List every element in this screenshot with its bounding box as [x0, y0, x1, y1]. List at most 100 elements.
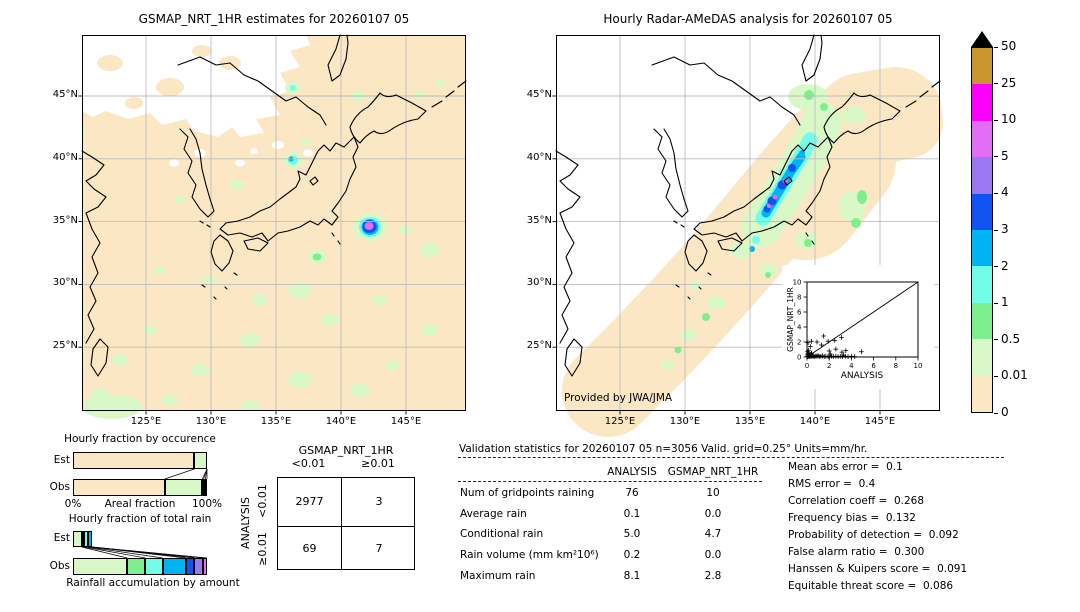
occurrence-est-label: Est — [53, 454, 70, 466]
total-rain-connectors — [81, 546, 208, 559]
colorbar-tick — [994, 375, 998, 377]
inset-ylabel: GSMAP_NRT_1HR — [786, 287, 795, 352]
occurrence-axis-min: 0% — [64, 498, 82, 510]
colorbar-segment-cyan — [972, 266, 992, 303]
gsmap-frame — [82, 35, 466, 411]
inset-scatter-points — [805, 333, 864, 360]
contingency-row-label-lt: <0.01 — [256, 484, 269, 518]
colorbar-tick — [994, 119, 998, 121]
gsmap-x-tick-label: 145°E — [390, 416, 422, 427]
gsmap-precip-map — [78, 34, 467, 419]
radar-y-tick-label: 40°N — [526, 151, 552, 163]
validation-row-label: Rain volume (mm km²10⁶) — [460, 549, 599, 562]
validation-row-label: Maximum rain — [460, 569, 536, 582]
scatter-point — [815, 353, 821, 358]
gsmap-light-rain-patches — [82, 79, 446, 419]
svg-text:4: 4 — [797, 324, 802, 332]
total-rain-axis-label: Rainfall accumulation by amount — [66, 577, 240, 589]
colorbar-tick-label: 50 — [1001, 39, 1017, 53]
validation-row: Conditional rain 5.0 4.7 — [458, 528, 788, 543]
bar-segment-skyblue — [87, 531, 92, 547]
bar-segment-peach — [73, 452, 195, 469]
contingency-row-group: ANALYSIS — [239, 497, 252, 549]
svg-text:2: 2 — [827, 362, 831, 370]
colorbar-segment-purple — [972, 157, 992, 194]
occurrence-connectors — [164, 468, 208, 480]
radar-frame — [556, 35, 940, 411]
total-rain-est-label: Est — [53, 532, 70, 544]
total-rain-est-bar — [73, 531, 207, 547]
svg-text:2: 2 — [797, 339, 801, 347]
colorbar-tick — [994, 192, 998, 194]
score-rms-error: RMS error = 0.4 — [788, 478, 876, 490]
validation-analysis-value: 76 — [625, 487, 639, 499]
bar-segment-palegreen — [164, 479, 203, 496]
colorbar-tick-label: 10 — [1001, 112, 1017, 127]
validation-analysis-value: 8.1 — [623, 569, 641, 582]
bar-segment-green — [127, 558, 146, 575]
svg-text:6: 6 — [797, 309, 802, 317]
contingency-cell-00: 2977 — [295, 495, 324, 508]
occurrence-obs-bar — [73, 479, 208, 496]
occurrence-chart-title: Hourly fraction by occurence — [64, 433, 216, 445]
gsmap-y-tick-label: 35°N — [52, 214, 78, 226]
bar-segment-palegreen — [194, 452, 207, 469]
contingency-col-label-ge: ≥0.01 — [361, 457, 395, 470]
scatter-point — [814, 339, 820, 345]
bar-segment-purple — [194, 558, 203, 575]
gsmap-y-tick-label: 30°N — [52, 277, 78, 289]
inset-tick-labels: 0 2 4 6 8 10 0 2 4 6 8 10 — [793, 279, 923, 371]
contingency-col-group: GSMAP_NRT_1HR — [298, 444, 394, 457]
inset-diagonal-line — [806, 281, 919, 358]
colorbar — [971, 47, 993, 413]
bar-segment-palegreen — [73, 558, 128, 575]
bar-segment-cyan — [203, 479, 206, 496]
svg-text:4: 4 — [849, 362, 854, 370]
colorbar-tick-label: 0 — [1001, 405, 1009, 419]
occurrence-axis-max: 100% — [192, 498, 223, 510]
score-correlation-coeff: Correlation coeff = 0.268 — [788, 495, 924, 507]
colorbar-segment-orchid — [972, 120, 992, 158]
bar-segment-skyblue — [162, 558, 186, 575]
contingency-cell-01: 3 — [375, 495, 383, 508]
svg-text:8: 8 — [797, 294, 801, 302]
scatter-point — [839, 349, 845, 355]
radar-x-tick-label: 140°E — [799, 416, 831, 427]
colorbar-segment-peach — [972, 375, 992, 413]
colorbar-segment-magenta — [972, 84, 992, 121]
validation-gsmap-value: 0.0 — [704, 507, 722, 520]
colorbar-segment-blue — [972, 193, 992, 231]
bar-segment-skyblue — [205, 479, 208, 496]
validation-col-analysis: ANALYSIS — [607, 466, 657, 478]
colorbar-tick — [994, 46, 998, 48]
contingency-table: 2977 3 69 7 — [277, 477, 415, 570]
validation-analysis-value: 0.2 — [623, 549, 641, 562]
divider-header — [458, 481, 762, 482]
gsmap-y-tick-label: 25°N — [52, 340, 78, 352]
scatter-point — [807, 344, 813, 349]
divider-top — [458, 457, 1004, 458]
colorbar-tick — [994, 412, 998, 414]
inset-scatter-plot: 0 2 4 6 8 10 0 2 4 6 8 10 ANALYSIS GSMAP_NRT_1HR — [782, 265, 934, 389]
validation-analysis-value: 0.1 — [623, 507, 641, 520]
contingency-cell-11: 7 — [375, 542, 383, 555]
validation-gsmap-value: 4.7 — [704, 528, 722, 541]
colorbar-tick-label: 2 — [1001, 258, 1009, 273]
validation-header: ANALYSIS GSMAP_NRT_1HR — [458, 466, 778, 480]
colorbar-tick-label: 0.01 — [1001, 368, 1028, 383]
radar-amedas-map: 0 2 4 6 8 10 0 2 4 6 8 10 ANALYSIS GSMAP_NRT_1HR Pr… — [552, 34, 943, 437]
scatter-point — [843, 348, 849, 354]
scatter-point — [826, 348, 832, 354]
radar-x-tick-label: 125°E — [604, 416, 636, 427]
validation-row: Num of gridpoints raining 76 10 — [458, 487, 788, 502]
svg-text:0: 0 — [805, 362, 809, 370]
total-rain-obs-label: Obs — [49, 560, 70, 572]
radar-y-tick-label: 45°N — [526, 89, 552, 100]
bar-segment-green — [81, 531, 85, 547]
colorbar-tick — [994, 229, 998, 231]
colorbar-tick-label: 4 — [1001, 185, 1009, 200]
colorbar-tick — [994, 83, 998, 85]
gsmap-x-tick-label: 140°E — [325, 416, 357, 427]
colorbar-tick — [994, 156, 998, 158]
validation-row: Maximum rain 8.1 2.8 — [458, 570, 788, 585]
